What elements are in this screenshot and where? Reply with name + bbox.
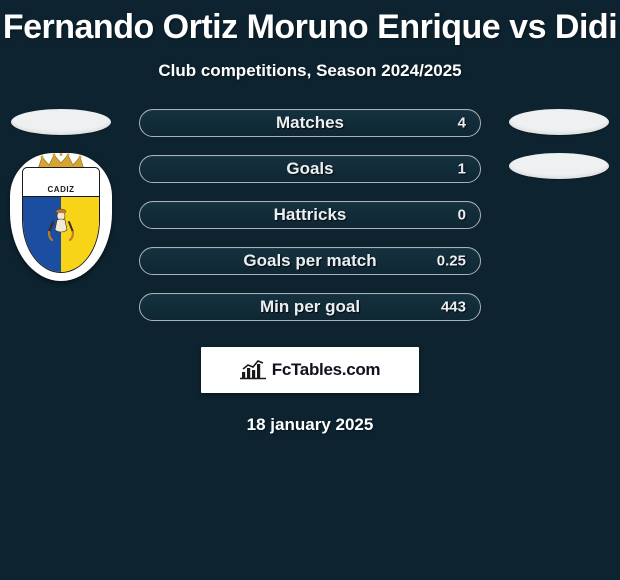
brand-badge[interactable]: FcTables.com — [201, 347, 419, 393]
stat-label: Hattricks — [140, 205, 480, 225]
stat-right-value: 0 — [458, 207, 466, 224]
stat-label: Matches — [140, 113, 480, 133]
bar-chart-icon — [240, 360, 266, 380]
stat-right-value: 0.25 — [437, 253, 466, 270]
brand-text: FcTables.com — [272, 360, 381, 380]
stat-right-value: 4 — [458, 115, 466, 132]
stats-bars: Matches 4 Goals 1 Hattricks 0 Goals per … — [139, 109, 481, 321]
player-left-club-logo: CADIZ — [10, 153, 112, 281]
shield-top-band: CADIZ — [23, 168, 99, 197]
player-right-club-oval — [509, 153, 609, 179]
club-logo-shield: CADIZ — [22, 167, 100, 273]
hercules-icon — [23, 208, 99, 244]
stat-label: Min per goal — [140, 297, 480, 317]
comparison-content: CADIZ — [0, 109, 620, 435]
stat-label: Goals per match — [140, 251, 480, 271]
stat-row-min-per-goal: Min per goal 443 — [139, 293, 481, 321]
stat-right-value: 1 — [458, 161, 466, 178]
player-right-column — [504, 109, 614, 197]
stat-row-goals: Goals 1 — [139, 155, 481, 183]
stat-row-goals-per-match: Goals per match 0.25 — [139, 247, 481, 275]
footer-date: 18 january 2025 — [0, 415, 620, 435]
player-left-column: CADIZ — [6, 109, 116, 281]
player-right-flag-oval — [509, 109, 609, 135]
stat-row-hattricks: Hattricks 0 — [139, 201, 481, 229]
player-left-flag-oval — [11, 109, 111, 135]
stat-row-matches: Matches 4 — [139, 109, 481, 137]
page-title: Fernando Ortiz Moruno Enrique vs Didi — [0, 0, 620, 47]
page-subtitle: Club competitions, Season 2024/2025 — [0, 61, 620, 81]
stat-right-value: 443 — [441, 299, 466, 316]
shield-text: CADIZ — [23, 185, 99, 194]
stat-label: Goals — [140, 159, 480, 179]
